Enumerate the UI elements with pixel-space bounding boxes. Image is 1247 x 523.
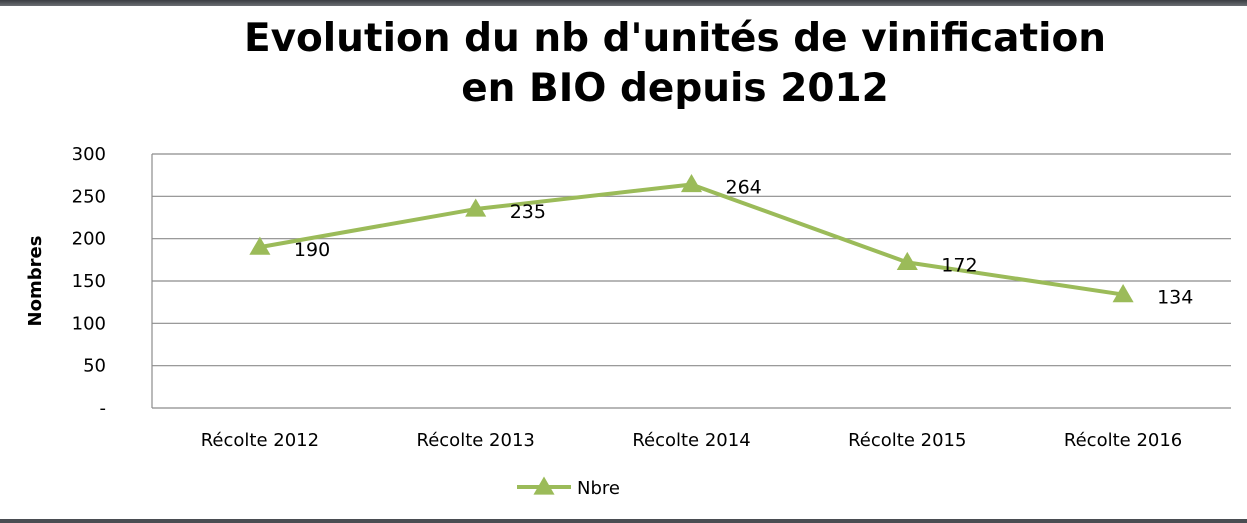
data-point-3	[680, 173, 703, 193]
data-label-3: 264	[726, 176, 762, 198]
y-tick-labels: - 50 100 150 200 250 300	[72, 144, 106, 419]
data-label-2: 235	[510, 201, 546, 223]
gridlines	[152, 153, 1231, 367]
data-label-4: 172	[941, 254, 977, 276]
x-tick-4: Récolte 2015	[848, 430, 966, 451]
y-tick-300: 300	[72, 144, 106, 165]
window-top-bar	[0, 0, 1247, 6]
data-point-4	[896, 251, 918, 271]
window-bottom-bar	[0, 519, 1247, 523]
data-labels: 190 235 264 172 134	[294, 176, 1193, 308]
data-label-1: 190	[294, 239, 330, 261]
y-tick-50: 50	[83, 356, 106, 377]
data-point-2	[465, 198, 487, 217]
y-axis-label: Nombres	[25, 236, 46, 327]
data-point-1	[249, 236, 271, 255]
x-tick-1: Récolte 2012	[201, 430, 319, 451]
data-point-5	[1112, 284, 1134, 303]
chart-title-line-1: Evolution du nb d'unités de vinification	[243, 16, 1107, 61]
data-label-5: 134	[1157, 287, 1193, 309]
legend-marker	[533, 476, 555, 495]
series-nbre	[249, 173, 1134, 303]
x-tick-3: Récolte 2014	[632, 430, 750, 451]
chart-title: Evolution du nb d'unités de vinification…	[0, 14, 1247, 114]
legend-label: Nbre	[577, 478, 620, 499]
axes	[151, 154, 1231, 409]
x-tick-2: Récolte 2013	[417, 430, 535, 451]
y-tick-150: 150	[72, 271, 106, 292]
y-tick-100: 100	[72, 313, 106, 334]
y-tick-200: 200	[72, 229, 106, 250]
series-line	[259, 182, 1124, 297]
x-tick-5: Récolte 2016	[1064, 430, 1182, 451]
legend: Nbre	[517, 476, 620, 499]
x-tick-labels: Récolte 2012 Récolte 2013 Récolte 2014 Réco…	[201, 430, 1183, 451]
y-tick-0: -	[100, 398, 107, 419]
chart-title-line-2: en BIO depuis 2012	[461, 66, 889, 111]
y-tick-250: 250	[72, 186, 106, 207]
